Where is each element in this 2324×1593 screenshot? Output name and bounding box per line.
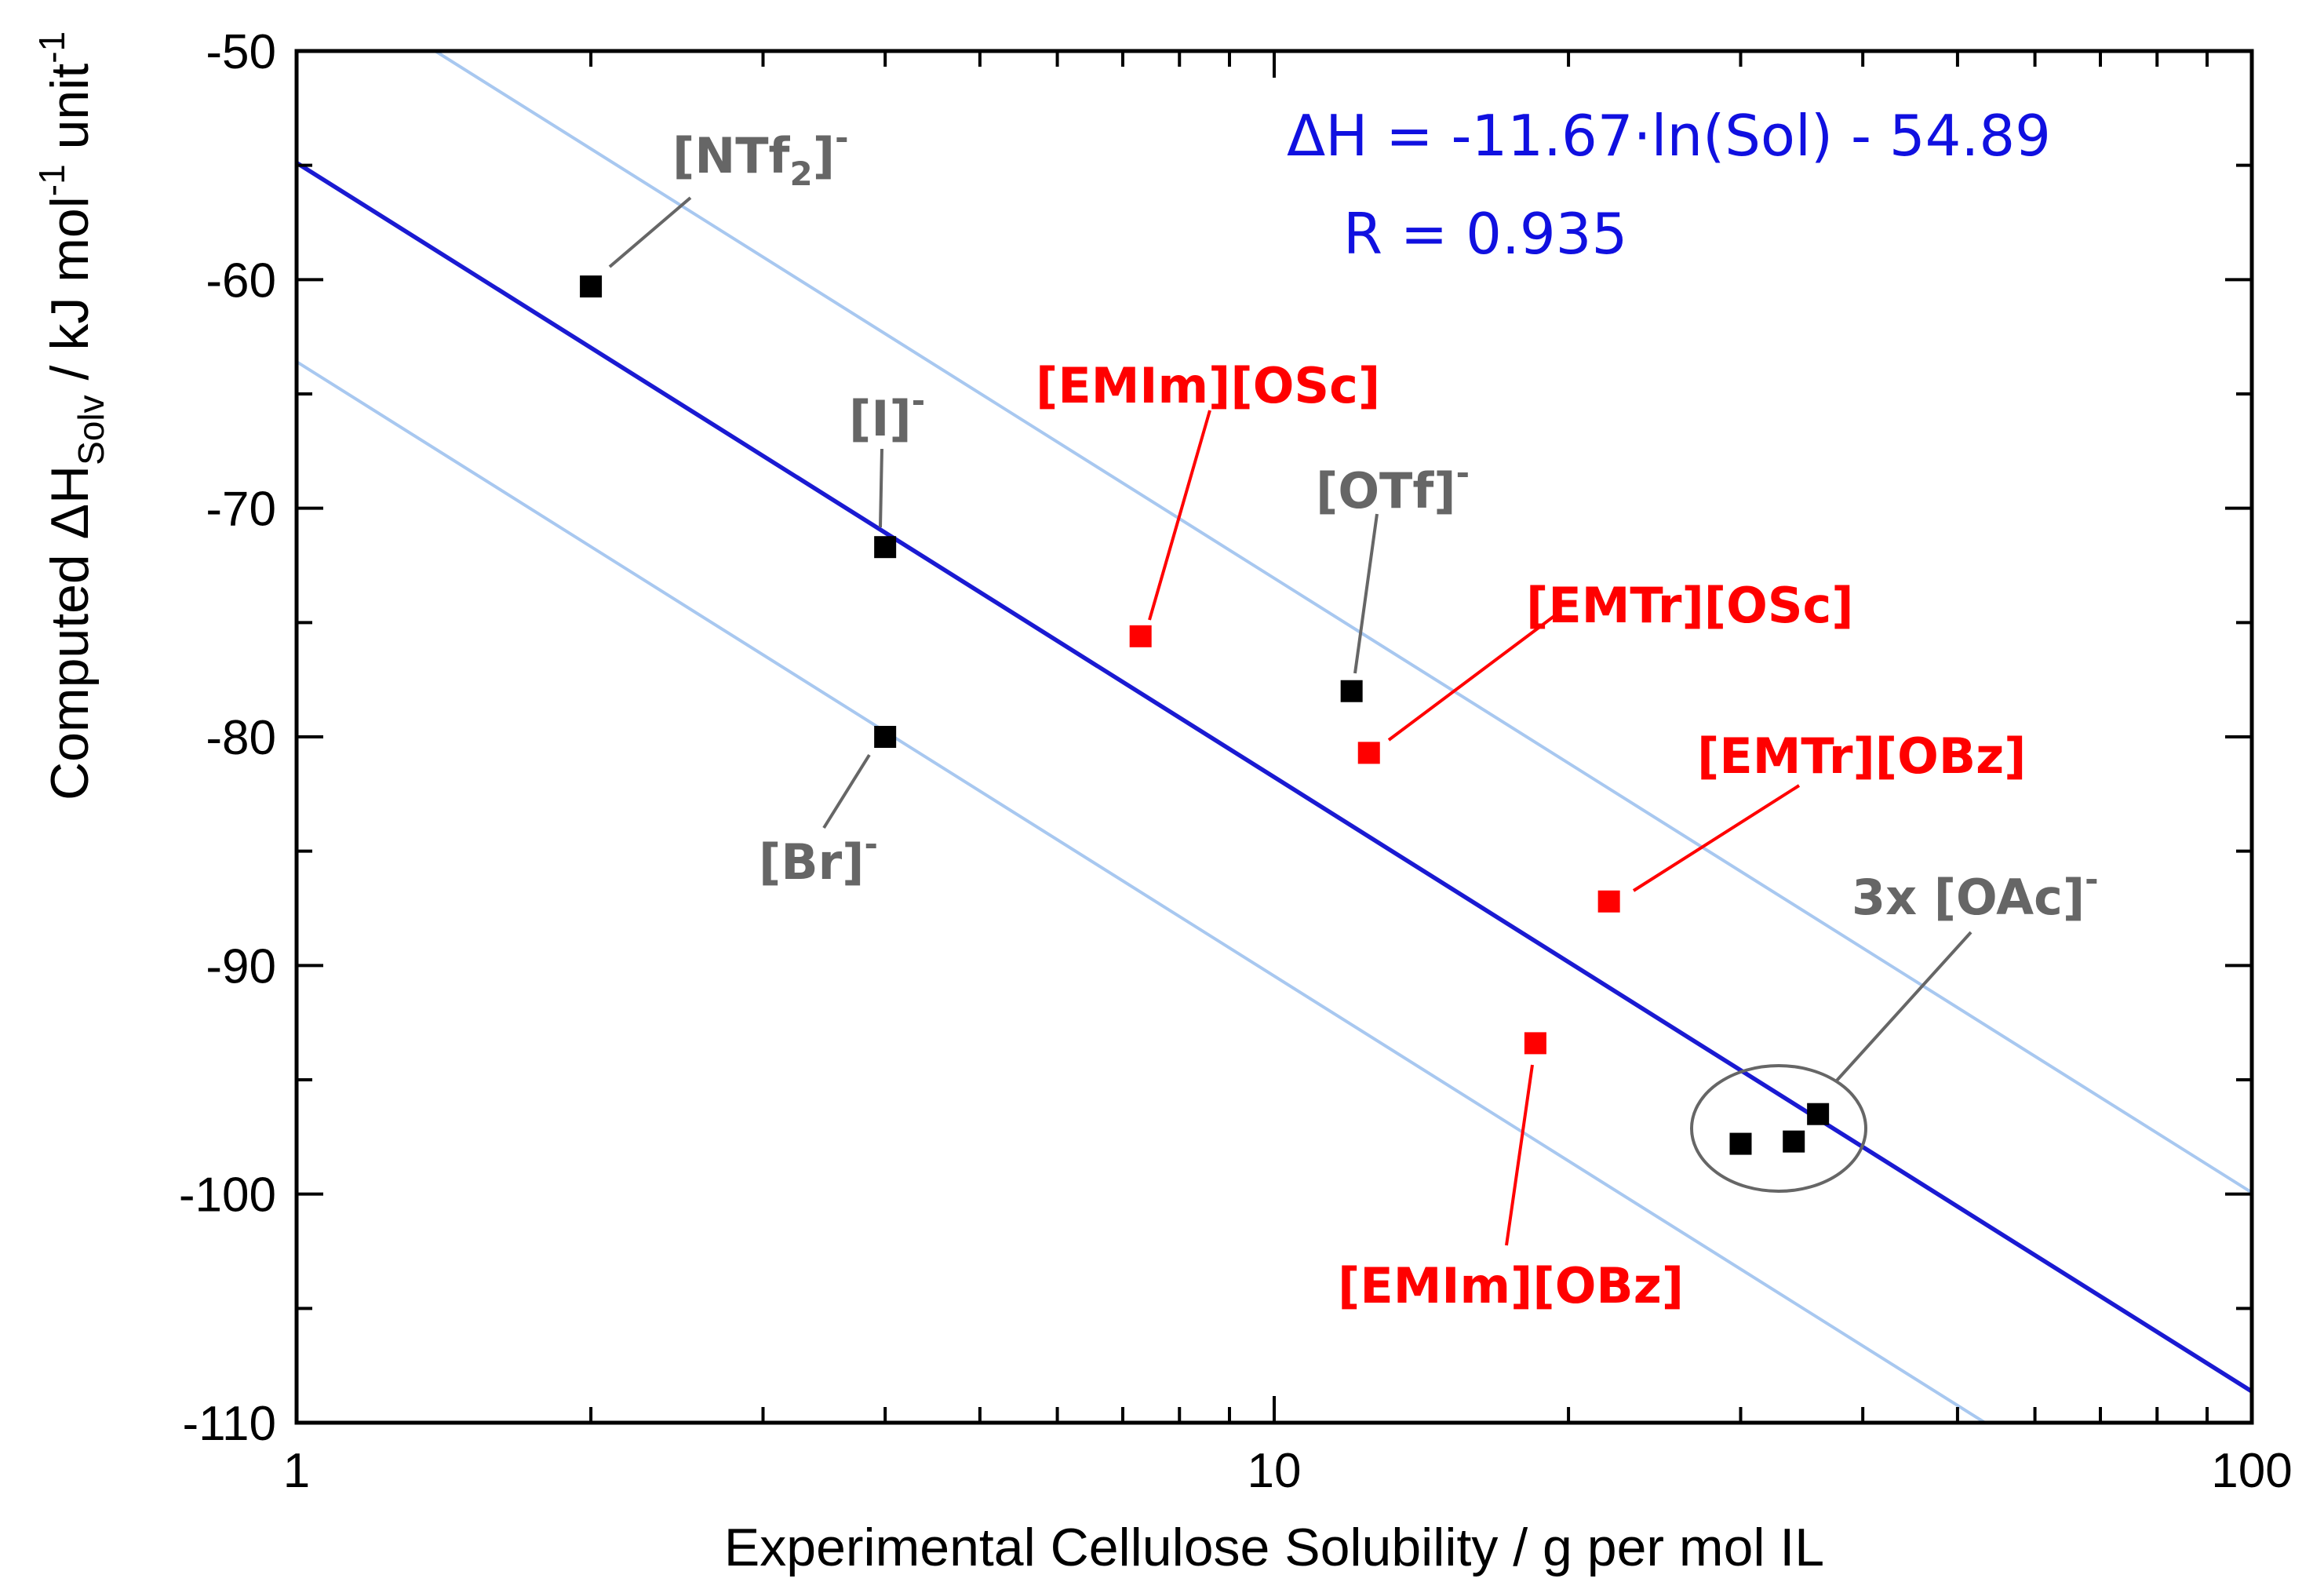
y-tick-label: -70 bbox=[206, 483, 276, 537]
leader-lines bbox=[608, 196, 1972, 1246]
leader-br bbox=[822, 753, 871, 829]
y-tick-label: -50 bbox=[206, 25, 276, 79]
data-point-black bbox=[1807, 1103, 1830, 1125]
leader-emim-osc bbox=[1148, 410, 1211, 621]
data-point-black bbox=[1729, 1132, 1752, 1155]
label-iodide: [I]- bbox=[849, 381, 925, 447]
x-axis-ticks bbox=[295, 51, 2253, 1423]
data-points bbox=[580, 275, 1830, 1155]
y-tick-label: -60 bbox=[206, 253, 276, 308]
data-point-red bbox=[1597, 890, 1620, 913]
data-point-black bbox=[1783, 1130, 1805, 1153]
oac-cluster-ellipse bbox=[1690, 1064, 1867, 1193]
label-bromide: [Br]- bbox=[759, 825, 878, 891]
leader-emtr-obz bbox=[1632, 784, 1801, 892]
data-point-red bbox=[1357, 742, 1380, 764]
x-tick-label: 100 bbox=[2211, 1444, 2292, 1498]
leader-i bbox=[879, 448, 883, 528]
y-axis-title: Computed ΔHSolv / kJ mol-1 unit-1 bbox=[31, 31, 111, 800]
label-ntf2: [NTf2]- bbox=[672, 118, 849, 193]
data-point-red bbox=[1129, 625, 1152, 647]
leader-emtr-osc bbox=[1387, 612, 1559, 742]
leader-emim-obz bbox=[1505, 1064, 1534, 1246]
x-tick-label: 1 bbox=[283, 1444, 310, 1498]
y-tick-label: -110 bbox=[183, 1397, 277, 1451]
leader-oac bbox=[1834, 931, 1972, 1083]
data-point-black bbox=[580, 275, 603, 298]
data-point-black bbox=[1340, 680, 1363, 702]
confidence-band-lower bbox=[297, 360, 1988, 1423]
regression-line bbox=[297, 161, 2252, 1394]
fit-r-value: R = 0.935 bbox=[1343, 201, 1627, 267]
label-otf: [OTf]- bbox=[1316, 454, 1470, 519]
y-tick-label: -100 bbox=[179, 1168, 276, 1223]
data-point-red bbox=[1524, 1032, 1546, 1055]
label-emim-osc: [EMIm][OSc] bbox=[1036, 357, 1380, 414]
y-axis-ticks bbox=[297, 49, 2252, 1424]
confidence-band-upper bbox=[432, 51, 2252, 1194]
x-axis-title: Experimental Cellulose Solubility / g pe… bbox=[724, 1518, 1824, 1577]
data-point-black bbox=[874, 726, 897, 748]
label-oac: 3x [OAc]- bbox=[1852, 860, 2099, 926]
x-tick-label: 10 bbox=[1248, 1444, 1302, 1498]
leader-ntf2 bbox=[608, 196, 692, 268]
label-emim-obz: [EMIm][OBz] bbox=[1338, 1257, 1684, 1314]
leader-otf bbox=[1353, 513, 1379, 674]
y-tick-label: -90 bbox=[206, 939, 276, 993]
label-emtr-obz: [EMTr][OBz] bbox=[1697, 727, 2027, 785]
fit-equation: ΔH = -11.67·ln(Sol) - 54.89 bbox=[1287, 103, 2051, 169]
label-emtr-osc: [EMTr][OSc] bbox=[1526, 577, 1854, 634]
y-tick-label: -80 bbox=[206, 711, 276, 765]
data-point-black bbox=[874, 536, 897, 559]
